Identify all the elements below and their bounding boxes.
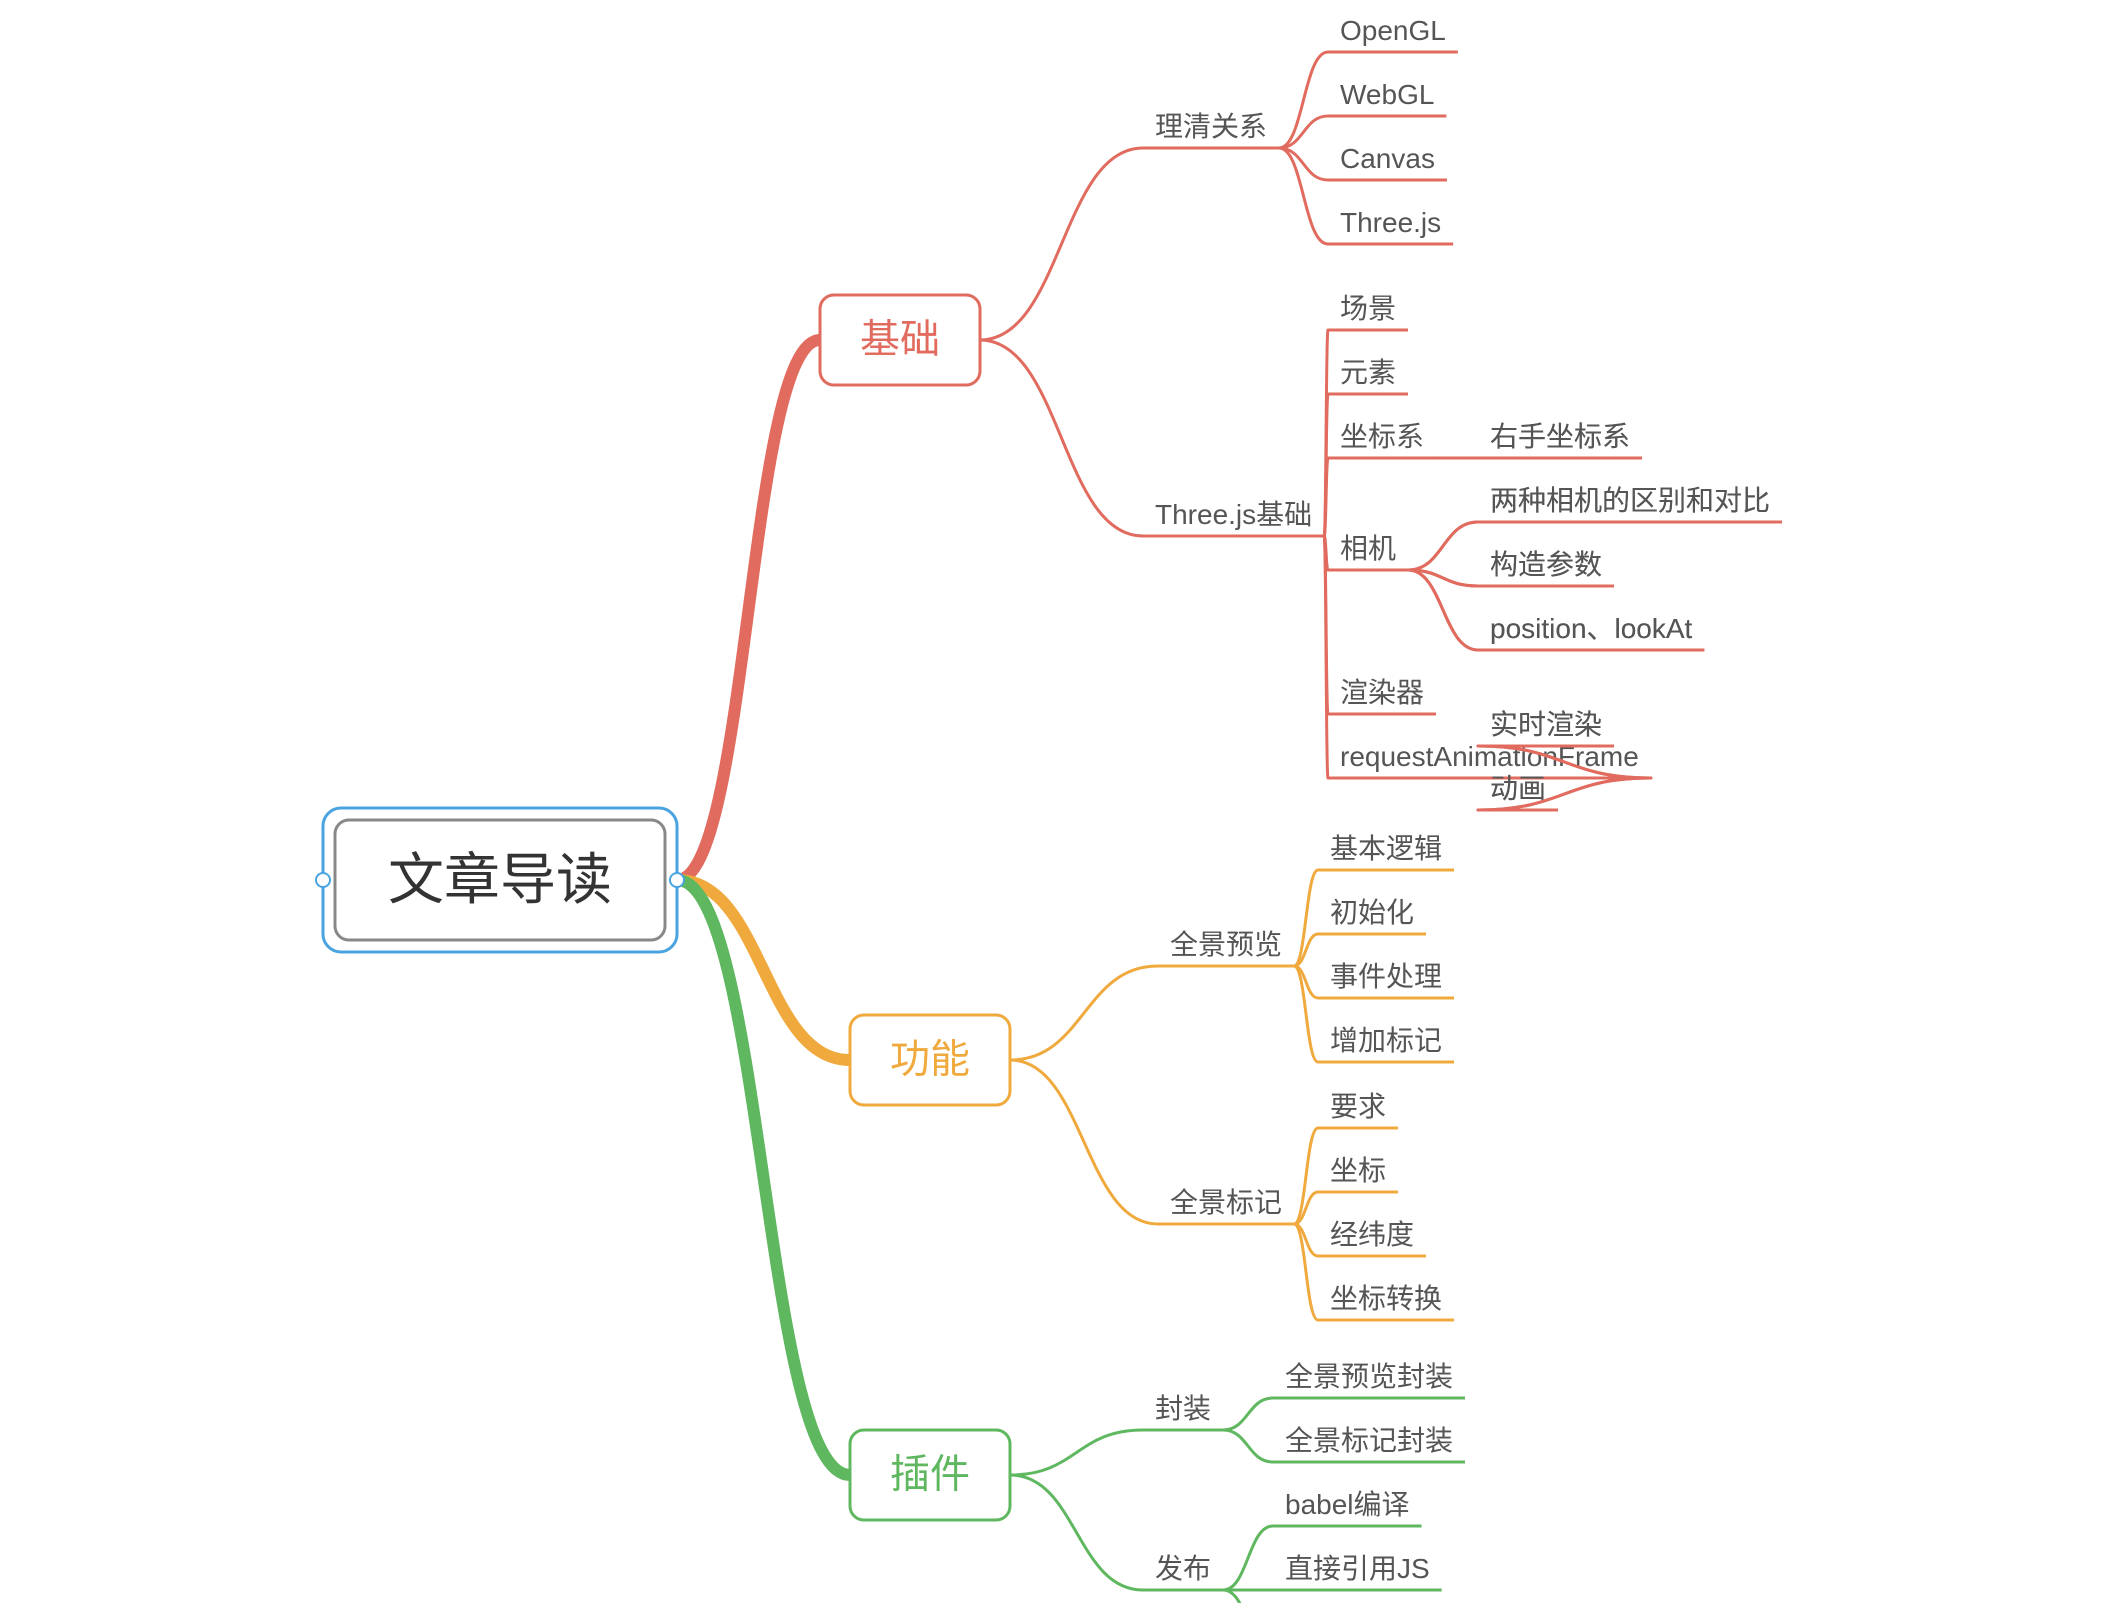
root-handle[interactable] — [670, 873, 684, 887]
leaf-label: Three.js — [1340, 207, 1441, 238]
leaf-label: 两种相机的区别和对比 — [1490, 485, 1770, 516]
leaf-label: 事件处理 — [1330, 961, 1442, 992]
leaf-label: 全景预览 — [1170, 929, 1282, 960]
leaf-label: 理清关系 — [1155, 111, 1267, 142]
leaf-label: 渲染器 — [1340, 677, 1424, 708]
leaf-label: WebGL — [1340, 79, 1434, 110]
leaf-label: 封装 — [1155, 1393, 1211, 1424]
leaf-label: 初始化 — [1330, 897, 1414, 928]
leaf-label: position、lookAt — [1490, 613, 1693, 644]
leaf-label: Canvas — [1340, 143, 1435, 174]
leaf-label: 坐标系 — [1340, 421, 1424, 452]
leaf-label: 全景预览封装 — [1285, 1361, 1453, 1392]
leaf-label: 增加标记 — [1330, 1025, 1442, 1056]
leaf-label: 基本逻辑 — [1330, 833, 1442, 864]
lvl1-label-plugin: 插件 — [890, 1453, 970, 1497]
leaf-label: 全景标记封装 — [1285, 1425, 1453, 1456]
leaf-label: 经纬度 — [1330, 1219, 1414, 1250]
lvl1-label-basic: 基础 — [860, 318, 940, 362]
nodes-layer: 文章导读 基础 理清关系 OpenGL WebGL Canvas Three.js Three… — [316, 15, 1782, 1603]
leaf-label: 构造参数 — [1490, 549, 1602, 580]
leaf-label: 右手坐标系 — [1490, 421, 1630, 452]
leaf-label: babel编译 — [1285, 1489, 1410, 1520]
leaf-label: 坐标转换 — [1330, 1283, 1442, 1314]
leaf-label: 坐标 — [1330, 1155, 1386, 1186]
leaf-label: 动画 — [1490, 773, 1546, 804]
leaf-label: 直接引用JS — [1285, 1553, 1430, 1584]
leaf-label: 要求 — [1330, 1091, 1386, 1122]
leaf-label: 实时渲染 — [1490, 709, 1602, 740]
leaf-label: 全景标记 — [1170, 1187, 1282, 1218]
root-label: 文章导读 — [388, 848, 612, 911]
leaf-label: 场景 — [1340, 293, 1396, 324]
leaf-label: 发布 — [1155, 1553, 1211, 1584]
lvl1-label-func: 功能 — [890, 1038, 970, 1082]
leaf-label: 元素 — [1340, 357, 1396, 388]
root-handle[interactable] — [316, 873, 330, 887]
links-layer — [677, 340, 850, 1475]
leaf-label: Three.js基础 — [1155, 499, 1312, 530]
root-branch — [677, 340, 820, 880]
leaf-label: 相机 — [1340, 533, 1396, 564]
leaf-label: OpenGL — [1340, 15, 1446, 46]
